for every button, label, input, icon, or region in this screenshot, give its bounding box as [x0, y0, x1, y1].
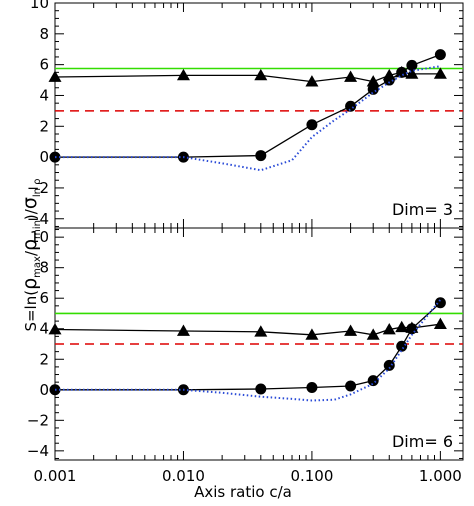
triangle-series-line: [54, 323, 441, 336]
triangle-marker: [305, 75, 319, 87]
y-tick-label: 0: [39, 381, 49, 399]
circle-marker: [255, 383, 267, 395]
circle-marker: [367, 83, 379, 95]
triangle-series-line: [54, 71, 441, 83]
y-tick-label: 6: [39, 56, 49, 74]
circle-marker: [383, 74, 395, 86]
dotted-series-line: [55, 299, 442, 402]
triangle-marker: [344, 70, 358, 82]
y-tick-label: 10: [30, 228, 49, 246]
circle-marker: [406, 323, 418, 335]
y-tick-label: −2: [27, 411, 49, 429]
circle-marker: [383, 359, 395, 371]
plot-frame: [54, 2, 464, 229]
triangle-marker: [254, 325, 268, 337]
triangle-marker: [48, 70, 62, 82]
triangle-marker: [344, 324, 358, 336]
dotted-series-line: [55, 65, 441, 172]
triangle-marker: [433, 67, 447, 79]
triangle-marker: [176, 324, 190, 336]
circle-series-line: [55, 302, 441, 391]
panel-bottom: −4 −2 0 2 4 6 8 10 Dim= 6: [27, 227, 464, 461]
y-tick-label: 4: [39, 320, 49, 338]
circle-marker: [255, 150, 267, 162]
circle-marker: [306, 119, 318, 131]
y-tick-label: 2: [39, 350, 49, 368]
circle-marker: [396, 340, 408, 352]
x-tick-label: 0.010: [162, 467, 205, 485]
panel-annotation: Dim= 6: [392, 432, 453, 451]
circle-marker: [434, 297, 446, 309]
circle-series-line: [55, 53, 441, 158]
y-tick-label: 6: [39, 289, 49, 307]
triangle-marker: [254, 68, 268, 81]
triangle-marker: [305, 328, 319, 340]
triangle-marker: [366, 75, 380, 87]
triangle-marker: [176, 68, 190, 81]
circle-marker: [396, 66, 408, 78]
circle-marker: [306, 382, 318, 393]
circle-marker: [367, 375, 379, 387]
y-tick-label: −2: [27, 179, 49, 197]
circle-marker: [345, 380, 357, 392]
panel-annotation: Dim= 3: [392, 200, 453, 219]
x-tick-label: 1.000: [419, 467, 462, 485]
triangle-marker: [382, 323, 396, 335]
y-tick-label: 2: [39, 117, 49, 135]
x-tick-label: 0.100: [290, 467, 333, 485]
y-tick-label: 4: [39, 86, 49, 104]
y-tick-label: 10: [30, 0, 49, 12]
triangle-marker: [48, 323, 62, 335]
y-tick-label: 0: [39, 148, 49, 166]
y-axis-title: S=ln(ρmax/ρmin)/σln ρ: [19, 178, 43, 331]
circle-marker: [345, 100, 357, 112]
y-tick-label: −4: [27, 442, 49, 460]
triangle-marker: [395, 320, 409, 333]
panel-top: −4 −2 0 2 4 6 8 10 Dim= 3: [27, 0, 464, 229]
y-tick-label: 8: [39, 25, 49, 43]
triangle-marker: [405, 67, 419, 79]
circle-marker: [434, 49, 446, 61]
y-tick-label: 8: [39, 259, 49, 277]
x-tick-label: 0.001: [34, 467, 77, 485]
triangle-marker: [433, 317, 447, 330]
circle-marker: [406, 59, 418, 71]
x-axis: 0.001 0.010 0.100 1.000: [34, 467, 462, 485]
x-axis-title: Axis ratio c/a: [194, 483, 292, 501]
y-tick-label: −4: [27, 210, 49, 228]
triangle-marker: [366, 328, 380, 340]
